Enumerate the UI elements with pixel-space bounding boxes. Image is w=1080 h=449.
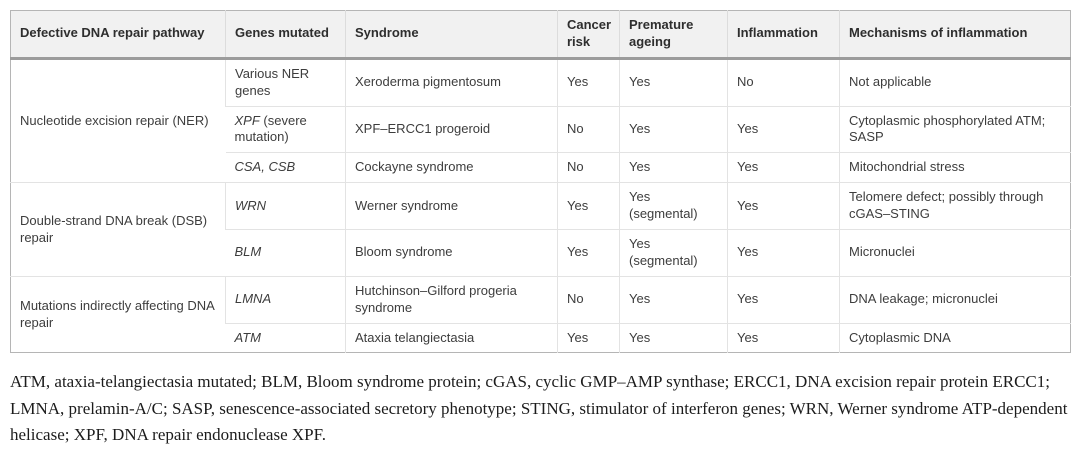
column-header-cancer-risk: Cancer risk — [557, 10, 620, 60]
gene-symbol: CSA, CSB — [234, 159, 296, 175]
premature-ageing-cell: Yes — [619, 58, 728, 107]
abbreviations-footnote: ATM, ataxia-telangiectasia mutated; BLM,… — [10, 372, 1068, 445]
inflammation-cell: Yes — [727, 229, 840, 277]
inflammation-cell: Yes — [727, 322, 840, 353]
pathway-cell: Nucleotide excision repair (NER) — [10, 58, 226, 183]
gene-symbol: ATM — [234, 329, 261, 345]
inflammation-cell: Yes — [727, 182, 840, 230]
column-header-pathway: Defective DNA repair pathway — [10, 10, 226, 60]
gene-symbol: XPF — [234, 112, 260, 128]
cancer-risk-cell: Yes — [557, 58, 620, 107]
mechanisms-cell: Mitochondrial stress — [839, 152, 1071, 183]
premature-ageing-cell: Yes (segmental) — [619, 229, 728, 277]
cancer-risk-cell: No — [557, 152, 620, 183]
premature-ageing-cell: Yes — [619, 322, 728, 353]
gene-symbol: LMNA — [235, 291, 272, 307]
mechanisms-cell: Not applicable — [839, 58, 1071, 107]
gene-note: (severe mutation) — [234, 112, 307, 145]
syndrome-cell: Ataxia telangiectasia — [345, 322, 558, 353]
inflammation-cell: Yes — [727, 275, 840, 324]
gene-cell: Various NER genes — [225, 58, 346, 107]
premature-ageing-cell: Yes — [619, 275, 728, 324]
gene-cell: ATM — [225, 322, 346, 353]
premature-ageing-cell: Yes — [619, 152, 728, 183]
mechanisms-cell: Cytoplasmic DNA — [839, 322, 1071, 353]
syndrome-cell: Cockayne syndrome — [345, 152, 558, 183]
gene-cell: XPF (severe mutation) — [225, 105, 346, 153]
inflammation-cell: No — [727, 58, 840, 107]
cancer-risk-cell: Yes — [557, 229, 620, 277]
cancer-risk-cell: No — [557, 275, 620, 324]
cancer-risk-cell: Yes — [557, 182, 620, 230]
syndrome-cell: Hutchinson–Gilford progeria syndrome — [345, 275, 558, 324]
cancer-risk-cell: No — [557, 105, 620, 153]
mechanisms-cell: Micronuclei — [839, 229, 1071, 277]
column-header-inflammation: Inflammation — [727, 10, 840, 60]
syndrome-cell: Xeroderma pigmentosum — [345, 58, 558, 107]
gene-symbol: WRN — [235, 197, 267, 213]
gene-cell: CSA, CSB — [225, 152, 346, 183]
table-row: BLM Bloom syndrome Yes Yes (segmental) Y… — [11, 229, 1071, 277]
gene-cell: BLM — [225, 229, 346, 277]
column-header-premature-ageing: Premature ageing — [619, 10, 728, 60]
table-row: ATM Ataxia telangiectasia Yes Yes Yes Cy… — [11, 322, 1071, 353]
mechanisms-cell: Telomere defect; possibly through cGAS–S… — [839, 182, 1071, 230]
inflammation-cell: Yes — [727, 105, 840, 153]
syndrome-cell: XPF–ERCC1 progeroid — [345, 105, 558, 153]
table-header-row: Defective DNA repair pathway Genes mutat… — [10, 10, 1071, 60]
mechanisms-cell: Cytoplasmic phosphorylated ATM; SASP — [839, 105, 1071, 153]
pathway-cell: Double-strand DNA break (DSB) repair — [10, 182, 226, 277]
column-header-mechanisms: Mechanisms of inflammation — [839, 10, 1071, 60]
mechanisms-cell: DNA leakage; micronuclei — [839, 275, 1071, 324]
gene-symbol: BLM — [234, 244, 262, 260]
gene-note: Various NER genes — [235, 65, 310, 98]
cancer-risk-cell: Yes — [557, 322, 620, 353]
premature-ageing-cell: Yes (segmental) — [619, 182, 728, 230]
dna-repair-table: Defective DNA repair pathway Genes mutat… — [10, 10, 1071, 354]
gene-cell: LMNA — [225, 275, 346, 324]
column-header-syndrome: Syndrome — [345, 10, 558, 60]
table-row: Nucleotide excision repair (NER) Various… — [10, 58, 1071, 183]
syndrome-cell: Werner syndrome — [345, 182, 558, 230]
pathway-cell: Mutations indirectly affecting DNA repai… — [10, 275, 226, 353]
page: Defective DNA repair pathway Genes mutat… — [10, 10, 1071, 445]
column-header-genes-mutated: Genes mutated — [225, 10, 346, 60]
syndrome-cell: Bloom syndrome — [345, 229, 558, 277]
table-row: XPF (severe mutation) XPF–ERCC1 progeroi… — [11, 105, 1071, 153]
premature-ageing-cell: Yes — [619, 105, 728, 153]
gene-cell: WRN — [225, 182, 346, 230]
inflammation-cell: Yes — [727, 152, 840, 183]
table-row: CSA, CSB Cockayne syndrome No Yes Yes Mi… — [11, 152, 1071, 183]
table-row: Double-strand DNA break (DSB) repair WRN… — [10, 182, 1071, 277]
table-row: Mutations indirectly affecting DNA repai… — [10, 275, 1071, 353]
